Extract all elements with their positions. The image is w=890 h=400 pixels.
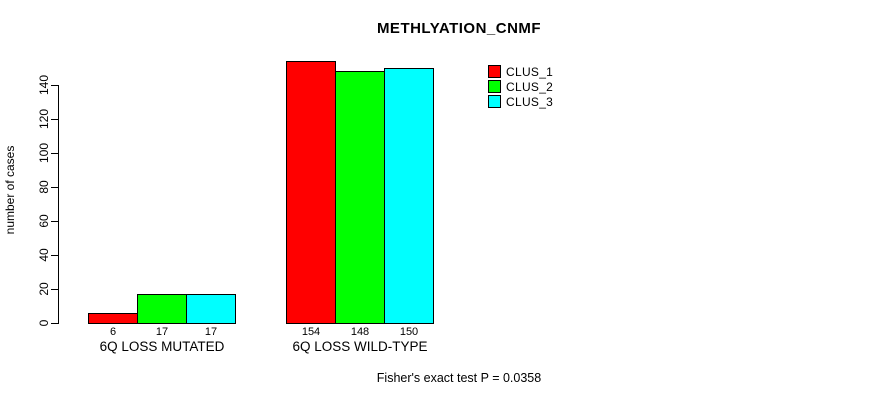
legend-color-swatch-clus_3 (488, 95, 501, 108)
y-axis-tick (51, 255, 58, 256)
bar-clus_2 (137, 294, 187, 324)
y-axis-tick (51, 187, 58, 188)
y-axis-tick-label: 120 (37, 108, 51, 130)
bar-clus_3 (384, 68, 434, 324)
bar-clus_1 (286, 61, 336, 324)
x-axis-category-label: 6Q LOSS MUTATED (99, 339, 225, 354)
y-axis-tick (51, 85, 58, 86)
legend-label: CLUS_3 (506, 94, 554, 109)
y-axis-tick (51, 119, 58, 120)
y-axis-tick-label: 20 (37, 282, 51, 296)
bar-clus_2 (335, 71, 385, 324)
legend-label: CLUS_1 (506, 64, 554, 79)
bar-value-label: 17 (155, 326, 169, 338)
bar-value-label: 154 (301, 326, 321, 338)
y-axis-tick (51, 289, 58, 290)
legend-color-swatch-clus_1 (488, 65, 501, 78)
y-axis-tick-label: 60 (37, 214, 51, 228)
y-axis-tick-label: 40 (37, 248, 51, 262)
legend-color-swatch-clus_2 (488, 80, 501, 93)
y-axis-tick-label: 100 (37, 142, 51, 164)
bar-value-label: 6 (109, 326, 117, 338)
y-axis-tick-label: 80 (37, 180, 51, 194)
legend-label: CLUS_2 (506, 79, 554, 94)
legend-item: CLUS_1 (488, 64, 553, 79)
y-axis-tick (51, 323, 58, 324)
legend-item: CLUS_3 (488, 94, 553, 109)
legend: CLUS_1 CLUS_2 CLUS_3 (488, 64, 553, 109)
chart-title: METHLYATION_CNMF (376, 20, 542, 37)
x-axis-category-label: 6Q LOSS WILD-TYPE (292, 339, 428, 354)
bar-value-label: 150 (399, 326, 419, 338)
legend-item: CLUS_2 (488, 79, 553, 94)
bar-clus_3 (186, 294, 236, 324)
y-axis-line (58, 85, 59, 324)
y-axis-tick-label: 140 (37, 74, 51, 96)
bar-value-label: 148 (350, 326, 370, 338)
y-axis-tick-label: 0 (37, 319, 51, 327)
bar-clus_1 (88, 312, 138, 324)
annotation-text: Fisher's exact test P = 0.0358 (376, 371, 542, 385)
y-axis-tick (51, 221, 58, 222)
y-axis-tick (51, 153, 58, 154)
bar-value-label: 17 (204, 326, 218, 338)
